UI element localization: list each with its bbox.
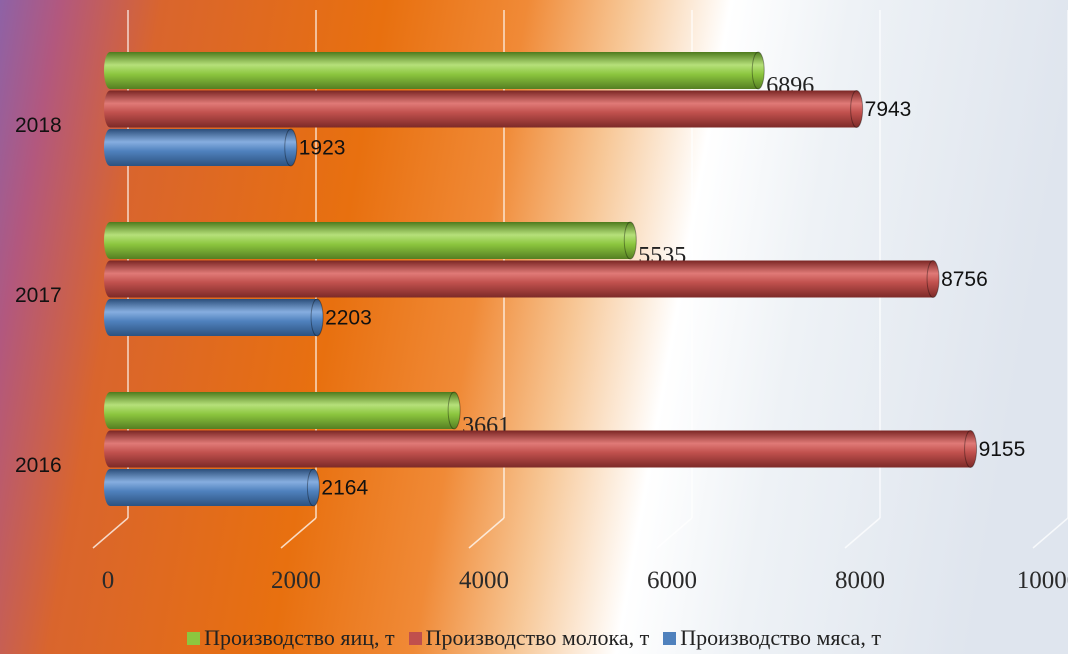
x-tick-label: 8000 (835, 567, 885, 594)
category-label: 2017 (15, 284, 62, 307)
bar (104, 128, 298, 167)
chart-legend: Производство яиц, т Производство молока,… (0, 622, 1068, 654)
grid-line (1032, 10, 1068, 549)
bar (104, 391, 461, 430)
bar-value-label: 1923 (299, 137, 346, 160)
category-label: 2016 (15, 454, 62, 477)
bar-chart: 0200040006000800010000 68967943192355358… (15, 10, 1068, 594)
legend-label-meat: Производство мяса, т (680, 625, 881, 650)
bar-value-label: 7943 (865, 98, 912, 121)
bar (104, 51, 765, 90)
legend-item-milk: Производство молока, т (408, 625, 650, 651)
bar (104, 90, 864, 128)
legend-swatch-meat (663, 631, 677, 645)
bar (104, 430, 978, 468)
bar-value-label: 2164 (321, 477, 368, 500)
legend-swatch-milk (408, 631, 422, 645)
bar (104, 221, 637, 260)
x-tick-label: 6000 (647, 567, 697, 594)
x-tick-label: 0 (102, 567, 115, 594)
x-tick-label: 4000 (459, 567, 509, 594)
bar (104, 260, 940, 298)
category-label: 2018 (15, 114, 62, 137)
legend-item-eggs: Производство яиц, т (187, 625, 395, 651)
bar (104, 468, 320, 507)
bar-value-label: 8756 (941, 268, 988, 291)
x-tick-label: 2000 (271, 567, 321, 594)
legend-label-eggs: Производство яиц, т (204, 625, 395, 650)
bar-value-label: 2203 (325, 307, 372, 330)
legend-item-meat: Производство мяса, т (663, 625, 881, 651)
x-tick-label: 10000 (1017, 567, 1068, 594)
bar-value-label: 9155 (979, 438, 1026, 461)
legend-label-milk: Производство молока, т (425, 625, 650, 650)
bar (104, 298, 324, 337)
legend-swatch-eggs (187, 631, 201, 645)
